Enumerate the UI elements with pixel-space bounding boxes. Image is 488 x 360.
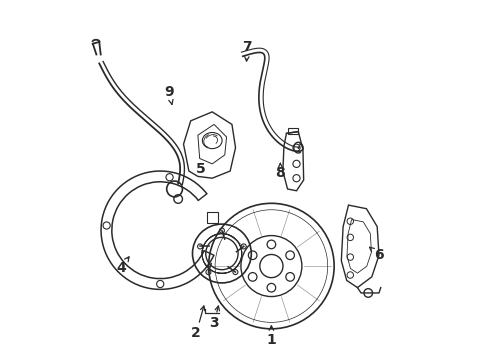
Text: 7: 7: [242, 40, 252, 54]
Text: 1: 1: [266, 333, 276, 347]
Text: 6: 6: [373, 248, 383, 262]
Text: 5: 5: [196, 162, 205, 176]
Text: 3: 3: [209, 316, 219, 330]
Text: 9: 9: [164, 85, 174, 99]
Text: 4: 4: [116, 261, 125, 275]
Text: 2: 2: [191, 327, 201, 341]
Text: 8: 8: [275, 166, 285, 180]
